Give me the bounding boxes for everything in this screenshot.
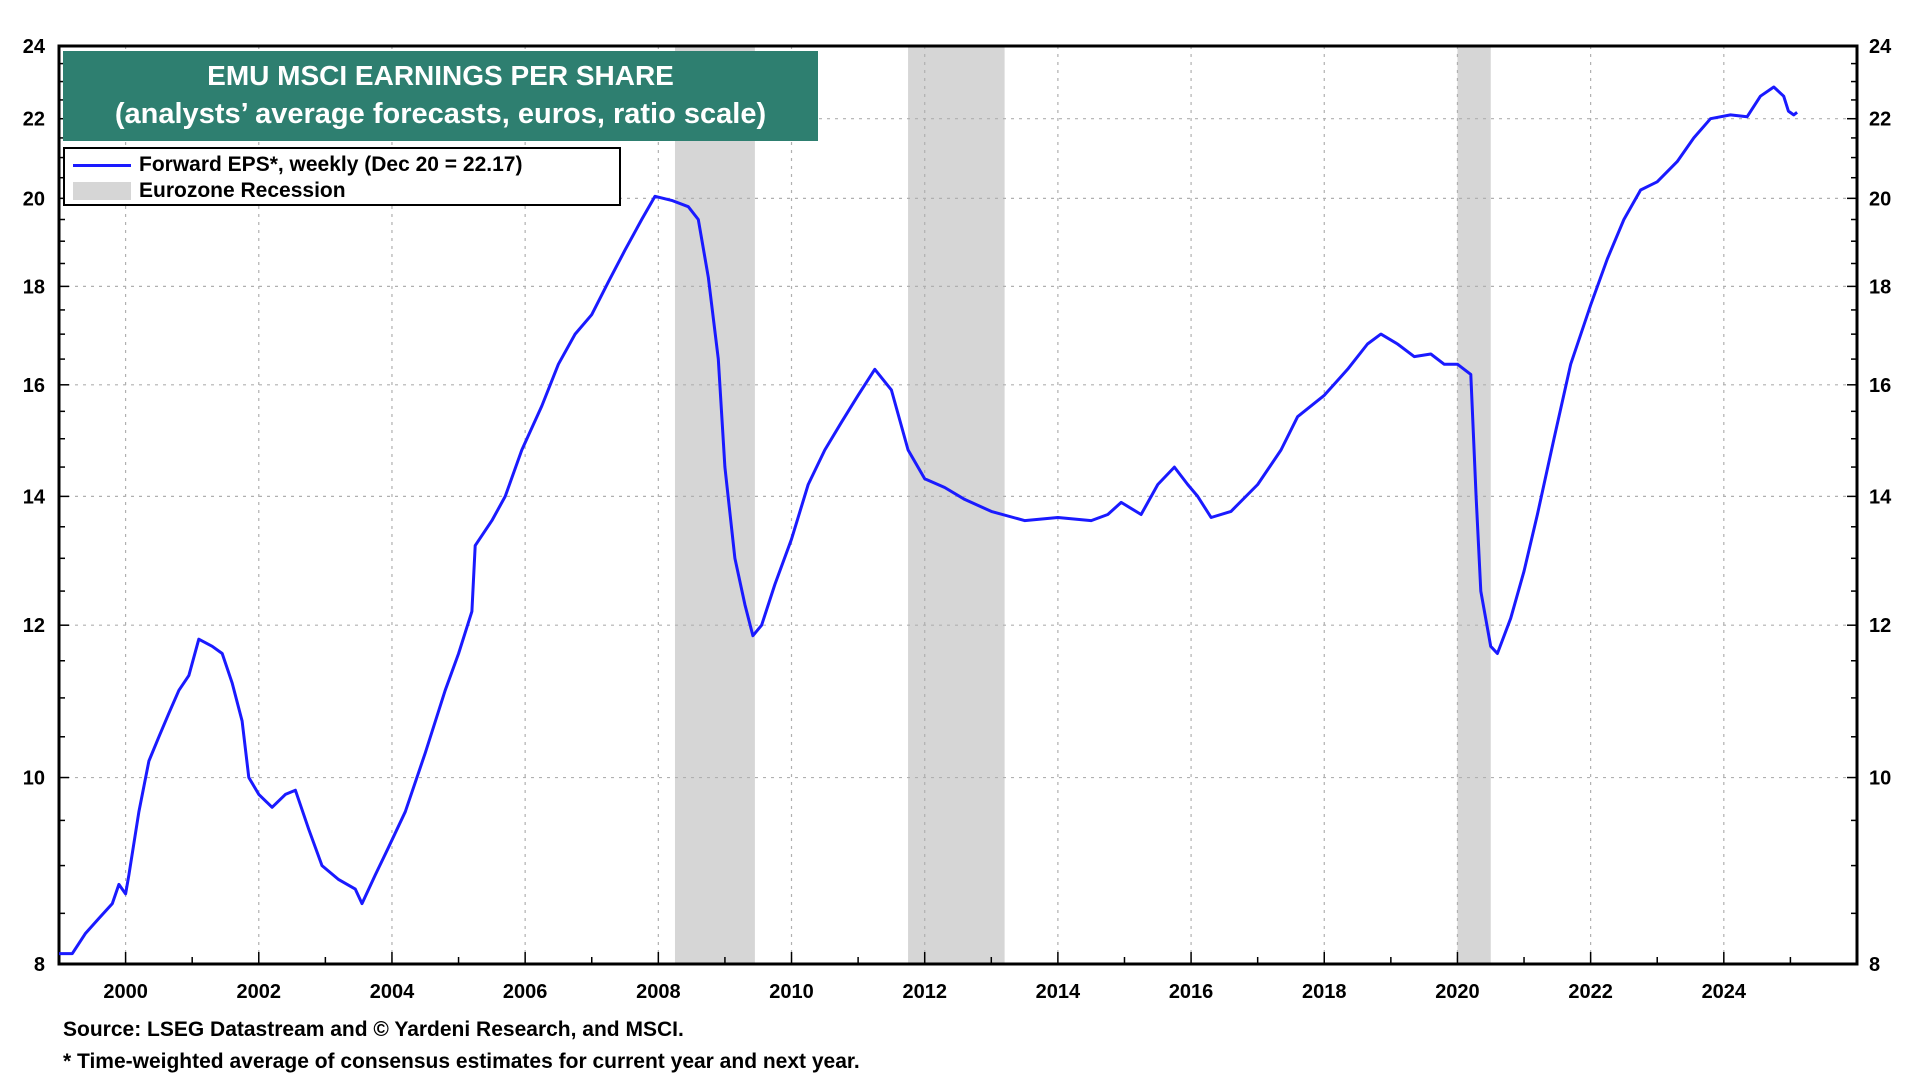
recession-bands bbox=[674, 46, 1491, 964]
y-tick-label-right: 12 bbox=[1869, 615, 1891, 637]
x-tick-label: 2008 bbox=[636, 981, 681, 1003]
x-tick-label: 2014 bbox=[1036, 981, 1081, 1003]
y-tick-label-right: 24 bbox=[1869, 36, 1892, 58]
x-tick-label: 2016 bbox=[1169, 981, 1214, 1003]
plot-border bbox=[57, 44, 1859, 966]
x-tick-label: 2012 bbox=[902, 981, 947, 1003]
recession-band-0 bbox=[674, 46, 755, 964]
y-tick-label-left: 16 bbox=[23, 375, 45, 397]
legend-swatch-band bbox=[73, 182, 131, 200]
y-tick-label-left: 22 bbox=[23, 109, 45, 131]
y-tick-label-right: 14 bbox=[1869, 486, 1892, 508]
legend-swatch-line bbox=[73, 163, 131, 167]
y-tick-label-right: 22 bbox=[1869, 109, 1891, 131]
y-tick-label-left: 24 bbox=[23, 36, 46, 58]
x-tick-label: 2024 bbox=[1702, 981, 1747, 1003]
y-tick-label-right: 18 bbox=[1869, 276, 1891, 298]
y-tick-label-left: 18 bbox=[23, 276, 45, 298]
source-note: Source: LSEG Datastream and © Yardeni Re… bbox=[63, 1018, 684, 1041]
y-tick-label-left: 8 bbox=[34, 954, 45, 976]
legend-label-recession: Eurozone Recession bbox=[139, 179, 346, 202]
y-tick-label-right: 8 bbox=[1869, 954, 1880, 976]
recession-band-2 bbox=[1457, 46, 1491, 964]
x-tick-label: 2002 bbox=[237, 981, 282, 1003]
legend: Forward EPS*, weekly (Dec 20 = 22.17) Eu… bbox=[63, 147, 621, 206]
y-tick-label-left: 10 bbox=[23, 768, 45, 790]
y-tick-label-right: 16 bbox=[1869, 375, 1891, 397]
legend-item-series: Forward EPS*, weekly (Dec 20 = 22.17) bbox=[73, 153, 522, 177]
series-line-forward-eps bbox=[59, 85, 1799, 956]
footnote: * Time-weighted average of consensus est… bbox=[63, 1050, 860, 1073]
chart-title: EMU MSCI EARNINGS PER SHARE (analysts’ a… bbox=[63, 51, 818, 141]
x-tick-label: 2000 bbox=[103, 981, 148, 1003]
y-tick-label-left: 20 bbox=[23, 188, 45, 210]
legend-label-series: Forward EPS*, weekly (Dec 20 = 22.17) bbox=[139, 153, 523, 176]
y-tick-label-left: 14 bbox=[23, 486, 46, 508]
x-tick-label: 2018 bbox=[1302, 981, 1347, 1003]
legend-item-recession: Eurozone Recession bbox=[73, 179, 346, 203]
chart-title-line1: EMU MSCI EARNINGS PER SHARE bbox=[207, 60, 674, 91]
x-tick-label: 2004 bbox=[370, 981, 415, 1003]
y-tick-label-left: 12 bbox=[23, 615, 45, 637]
x-tick-label: 2020 bbox=[1435, 981, 1480, 1003]
axis-ticks bbox=[58, 45, 1858, 965]
x-tick-label: 2006 bbox=[503, 981, 548, 1003]
chart-title-line2: (analysts’ average forecasts, euros, rat… bbox=[114, 98, 767, 130]
recession-band-1 bbox=[908, 46, 1005, 964]
x-tick-label: 2010 bbox=[769, 981, 814, 1003]
y-tick-label-right: 10 bbox=[1869, 768, 1891, 790]
y-tick-label-right: 20 bbox=[1869, 188, 1891, 210]
x-tick-label: 2022 bbox=[1568, 981, 1613, 1003]
